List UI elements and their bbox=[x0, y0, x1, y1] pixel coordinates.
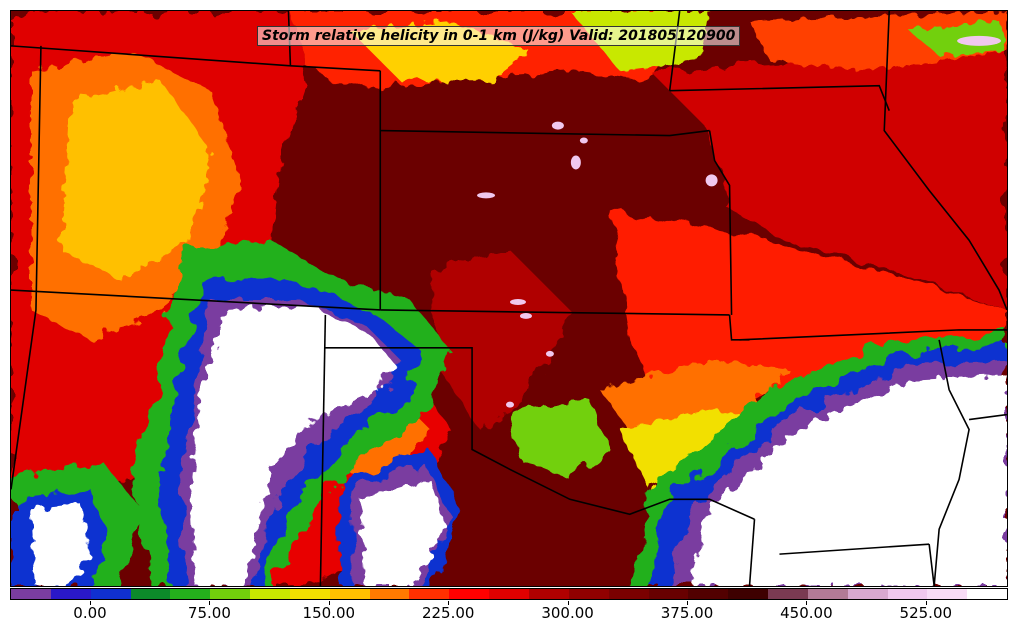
colorbar-segment bbox=[847, 589, 888, 599]
map-title: Storm relative helicity in 0-1 km (J/kg)… bbox=[257, 26, 741, 46]
colorbar-tick-label: 75.00 bbox=[187, 604, 231, 622]
colorbar-segment bbox=[11, 589, 51, 599]
colorbar-tick bbox=[448, 601, 450, 605]
colorbar-segment bbox=[90, 589, 131, 599]
colorbar-segment bbox=[449, 589, 490, 599]
colorbar-tick bbox=[925, 601, 927, 605]
colorbar-tick bbox=[90, 601, 91, 605]
colorbar-segment bbox=[648, 589, 689, 599]
map-frame: Storm relative helicity in 0-1 km (J/kg)… bbox=[10, 10, 1008, 587]
colorbar bbox=[10, 588, 1008, 600]
colorbar-tick-label: 450.00 bbox=[780, 604, 833, 622]
colorbar-segment bbox=[807, 589, 848, 599]
colorbar-segment bbox=[289, 589, 330, 599]
colorbar-tick-label: 225.00 bbox=[421, 604, 475, 622]
colorbar-tick bbox=[209, 601, 211, 605]
field-extreme-cells bbox=[477, 35, 1002, 408]
colorbar-tick-label: 300.00 bbox=[541, 604, 594, 622]
colorbar-segment bbox=[768, 589, 808, 599]
helicity-map bbox=[11, 11, 1007, 586]
colorbar-segment bbox=[409, 589, 450, 599]
colorbar-segment bbox=[608, 589, 649, 599]
colorbar-tick bbox=[806, 601, 808, 605]
colorbar-segment bbox=[528, 589, 569, 599]
colorbar-segment bbox=[927, 589, 968, 599]
colorbar-segment bbox=[329, 589, 370, 599]
colorbar-segment bbox=[967, 589, 1008, 599]
colorbar-segment bbox=[369, 589, 410, 599]
colorbar-tick bbox=[328, 601, 330, 605]
colorbar-tick-label: 150.00 bbox=[302, 604, 356, 622]
colorbar-segment bbox=[130, 589, 171, 599]
colorbar-segment bbox=[688, 589, 729, 599]
colorbar-segment bbox=[887, 589, 928, 599]
colorbar-tick bbox=[687, 601, 688, 605]
state-borders bbox=[11, 11, 1007, 586]
colorbar-tick-label: 375.00 bbox=[660, 604, 714, 622]
colorbar-segment bbox=[489, 589, 529, 599]
colorbar-segment bbox=[170, 589, 211, 599]
colorbar-segment bbox=[250, 589, 290, 599]
colorbar-tick bbox=[567, 601, 569, 605]
colorbar-segment bbox=[568, 589, 609, 599]
colorbar-segment bbox=[210, 589, 251, 599]
colorbar-tick-label: 525.00 bbox=[899, 604, 953, 622]
colorbar-tick-label: 0.00 bbox=[73, 604, 107, 622]
colorbar-segment bbox=[50, 589, 91, 599]
field-lowest bbox=[30, 304, 1007, 586]
colorbar-segment bbox=[728, 589, 769, 599]
